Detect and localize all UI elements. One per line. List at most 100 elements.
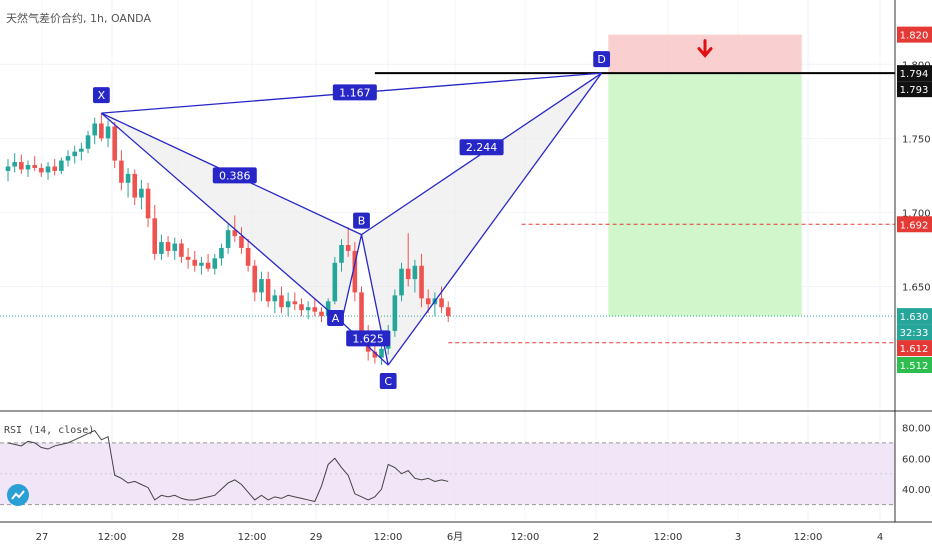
tradingview-logo-icon[interactable] (7, 484, 29, 506)
pattern-point-X-box (92, 87, 110, 104)
price-badge: 1.793 (900, 85, 929, 96)
price-axis: 1.8001.7501.7001.6501.8201.7941.7931.692… (894, 0, 932, 522)
candle (125, 173, 131, 183)
candle (312, 307, 318, 312)
price-badge: 1.820 (900, 31, 929, 42)
candle (19, 162, 24, 170)
candle (279, 295, 284, 308)
time-tick-label: 27 (36, 532, 49, 543)
candle (285, 301, 291, 308)
pattern-leg (387, 72, 603, 366)
candle (99, 123, 104, 139)
price-badge: 1.512 (900, 361, 929, 372)
pattern-ratio: 1.167 (339, 86, 371, 99)
candle (359, 292, 364, 334)
time-tick-label: 12:00 (794, 532, 823, 543)
pattern-triangle-xab (101, 113, 362, 323)
chart-title: 天然气差价合约, 1h, OANDA (6, 12, 151, 25)
candle (12, 162, 17, 167)
price-tick-label: 1.700 (902, 208, 931, 219)
candle (352, 250, 358, 293)
candle (79, 148, 84, 152)
pattern-ratio: 1.625 (352, 332, 384, 345)
price-badge-bg (897, 357, 932, 373)
candle (265, 279, 271, 302)
candle (225, 230, 231, 248)
candle (319, 311, 324, 317)
candle (72, 151, 77, 157)
time-tick-label: 29 (310, 532, 323, 543)
rsi-tick-label: 80.00 (902, 423, 931, 434)
price-badge-bg (897, 340, 932, 357)
price-tick-label: 1.750 (902, 134, 931, 145)
candle (105, 126, 111, 139)
pattern-point-C: C (384, 375, 392, 388)
price-badge: 32:33 (900, 328, 929, 339)
candle (292, 301, 298, 305)
pattern-point-X: X (98, 89, 106, 102)
candle (232, 230, 238, 237)
candle (132, 173, 138, 198)
pattern-ratio-box (346, 330, 391, 347)
position-zones (608, 34, 802, 317)
candle (412, 265, 418, 280)
candle (185, 256, 191, 260)
candle (112, 126, 118, 161)
candles (5, 113, 451, 365)
take-profit-zone (608, 73, 802, 317)
short-arrow-icon (697, 39, 713, 58)
time-tick-label: 3 (735, 532, 741, 543)
pattern-fill (101, 73, 602, 366)
candle (5, 166, 11, 171)
pattern-leg (340, 234, 363, 323)
time-tick-label: 12:00 (238, 532, 267, 543)
candle (85, 135, 91, 149)
candle (239, 236, 244, 248)
pattern-point-B: B (358, 215, 366, 228)
candle (272, 295, 278, 302)
candle (152, 218, 158, 254)
candle (65, 156, 71, 161)
pattern-leg (100, 112, 342, 323)
rsi-line (7, 429, 449, 503)
candle (159, 242, 164, 254)
time-tick-label: 12:00 (98, 532, 127, 543)
candle (419, 265, 424, 299)
time-tick-label: 12:00 (374, 532, 403, 543)
candle (345, 245, 351, 251)
pattern-triangle-bcd (361, 73, 602, 366)
pattern-point-C-box (379, 373, 397, 389)
pattern-ratio: 2.244 (466, 141, 498, 154)
candle (425, 298, 431, 305)
price-badge-bg (897, 216, 932, 233)
candle (379, 348, 384, 358)
candle (245, 247, 251, 266)
time-tick-label: 12:00 (654, 532, 683, 543)
candle (372, 351, 378, 358)
candle (205, 262, 211, 269)
candle (119, 160, 124, 183)
candle (339, 245, 344, 263)
price-badge-bg (897, 81, 932, 98)
candle (259, 279, 264, 293)
price-badge: 1.630 (900, 312, 929, 323)
rsi-panel: 80.00 60.00 40.00 (0, 410, 932, 523)
pattern-point-A-box (327, 310, 344, 327)
price-badge-bg (897, 26, 932, 43)
candle (199, 262, 204, 266)
time-tick-label: 2 (593, 532, 599, 543)
price-badge: 1.794 (900, 69, 929, 80)
candle (59, 160, 64, 171)
pattern-point-B-box (353, 212, 370, 229)
candle (445, 307, 451, 317)
candle (392, 295, 398, 331)
pattern-labels: X A B C D 0.386 1.625 2.244 1.167 (92, 51, 611, 389)
rsi-tick-label: 40.00 (902, 485, 931, 496)
candle (179, 243, 184, 257)
candle (332, 262, 338, 302)
price-badge-bg (897, 65, 932, 82)
candle (32, 165, 37, 168)
candle (305, 307, 311, 311)
